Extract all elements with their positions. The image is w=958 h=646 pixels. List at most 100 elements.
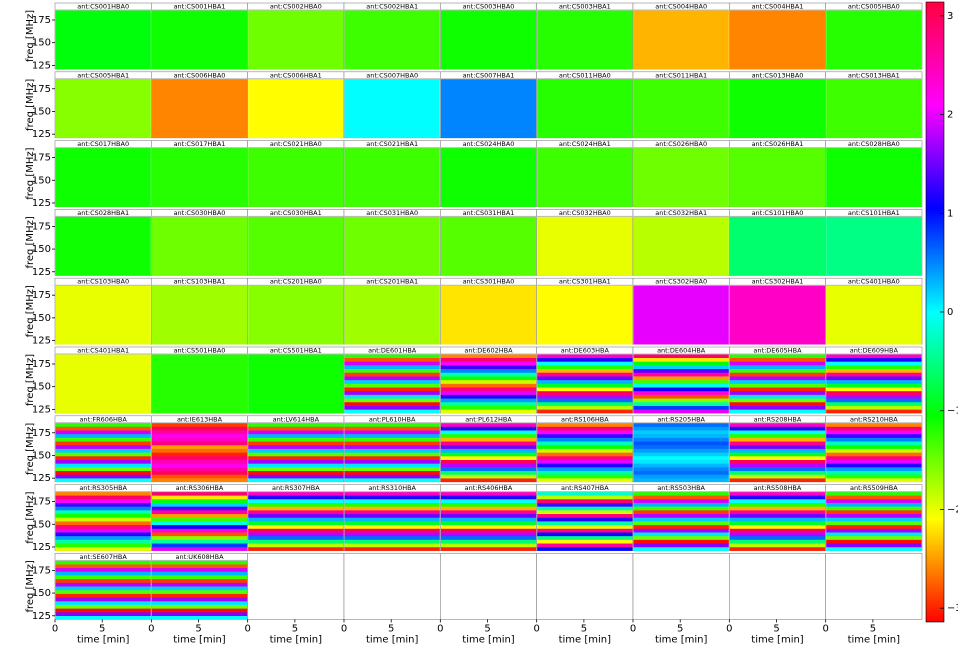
heat-cell xyxy=(56,528,151,532)
heat-cell xyxy=(56,354,151,413)
heat-cell xyxy=(441,406,536,410)
panel-title: ant:CS201HBA0 xyxy=(270,278,322,286)
heat-cell xyxy=(634,456,729,460)
panel-title: ant:RS508HBA xyxy=(754,484,802,492)
colorbar-tick-label: 0 xyxy=(947,307,953,318)
x-tick-label: 0 xyxy=(244,623,250,634)
heat-cell xyxy=(152,597,247,601)
heat-cell xyxy=(730,441,825,445)
heat-cell xyxy=(345,285,440,344)
heat-cell xyxy=(345,463,440,467)
heat-cell xyxy=(152,528,247,532)
panel-title: ant:DE605HBA xyxy=(753,347,802,355)
heat-cell xyxy=(56,426,151,430)
heat-cell xyxy=(730,521,825,525)
panel-title: ant:DE603HBA xyxy=(561,347,610,355)
panel-title: ant:CS003HBA1 xyxy=(559,3,611,11)
heat-cell xyxy=(345,499,440,503)
y-axis-label: freq [MHz] xyxy=(25,560,36,612)
heat-cell xyxy=(730,506,825,510)
panel-title: ant:CS201HBA1 xyxy=(366,278,418,286)
heat-cell xyxy=(248,514,343,518)
colorbar-tick-label: −2 xyxy=(947,504,958,515)
heat-cell xyxy=(634,380,729,384)
heat-cell xyxy=(537,478,632,482)
heat-cell xyxy=(441,536,536,540)
heat-cell xyxy=(56,521,151,525)
panel-title: ant:FR606HBA xyxy=(80,415,128,423)
heat-cell xyxy=(56,525,151,529)
heat-cell xyxy=(634,369,729,373)
heat-cell xyxy=(826,409,921,413)
heat-cell xyxy=(634,438,729,442)
heat-cell xyxy=(152,430,247,434)
heat-cell xyxy=(152,478,247,482)
heat-cell xyxy=(826,376,921,380)
heat-cell xyxy=(152,590,247,594)
heat-cell xyxy=(441,148,536,207)
heat-cell xyxy=(730,452,825,456)
heat-cell xyxy=(634,503,729,507)
heat-cell xyxy=(152,449,247,453)
heat-cell xyxy=(826,434,921,438)
heat-cell xyxy=(441,430,536,434)
panel-title: ant:SE607HBA xyxy=(80,553,128,561)
x-tick-label: 0 xyxy=(341,623,347,634)
heat-cell xyxy=(152,575,247,579)
heat-cell xyxy=(152,216,247,275)
heat-cell xyxy=(537,543,632,547)
x-tick-label: 5 xyxy=(292,623,298,634)
x-axis-label: time [min] xyxy=(848,634,901,645)
heat-cell xyxy=(730,369,825,373)
heat-cell xyxy=(248,474,343,478)
panel-title: ant:CS002HBA1 xyxy=(366,3,418,11)
heat-cell xyxy=(345,517,440,521)
heat-cell xyxy=(826,354,921,358)
heat-cell xyxy=(345,532,440,536)
heat-cell xyxy=(826,503,921,507)
heat-cell xyxy=(152,532,247,536)
heat-cell xyxy=(248,492,343,496)
heat-cell xyxy=(634,506,729,510)
panel-title: ant:CS024HBA0 xyxy=(463,140,515,148)
heat-cell xyxy=(441,510,536,514)
heat-cell xyxy=(537,456,632,460)
heat-cell xyxy=(826,471,921,475)
heat-cell xyxy=(56,608,151,612)
heat-cell xyxy=(826,514,921,518)
panel-title: ant:RS106HBA xyxy=(561,415,609,423)
heat-cell xyxy=(634,434,729,438)
heat-cell xyxy=(248,536,343,540)
heat-cell xyxy=(634,10,729,69)
x-tick-label: 0 xyxy=(52,623,58,634)
heat-cell xyxy=(441,384,536,388)
heat-cell xyxy=(634,499,729,503)
heat-cell xyxy=(537,460,632,464)
heat-cell xyxy=(248,426,343,430)
heat-cell xyxy=(441,216,536,275)
heat-cell xyxy=(730,478,825,482)
heat-cell xyxy=(345,514,440,518)
y-axis-label: freq [MHz] xyxy=(25,491,36,543)
heat-cell xyxy=(826,478,921,482)
heat-cell xyxy=(441,506,536,510)
heat-cell xyxy=(441,478,536,482)
heat-cell xyxy=(248,510,343,514)
heat-cell xyxy=(441,365,536,369)
heat-cell xyxy=(152,148,247,207)
heat-cell xyxy=(152,79,247,138)
heat-cell xyxy=(152,579,247,583)
heat-cell xyxy=(152,463,247,467)
heat-cell xyxy=(441,10,536,69)
heat-cell xyxy=(56,560,151,564)
heat-cell xyxy=(537,547,632,551)
heat-cell xyxy=(56,445,151,449)
heat-cell xyxy=(730,471,825,475)
heat-cell xyxy=(248,79,343,138)
heat-cell xyxy=(826,528,921,532)
heat-cell xyxy=(537,365,632,369)
heat-cell xyxy=(56,474,151,478)
panel-title: ant:CS026HBA1 xyxy=(752,140,804,148)
heat-cell xyxy=(441,438,536,442)
panel-title: ant:DE609HBA xyxy=(850,347,899,355)
